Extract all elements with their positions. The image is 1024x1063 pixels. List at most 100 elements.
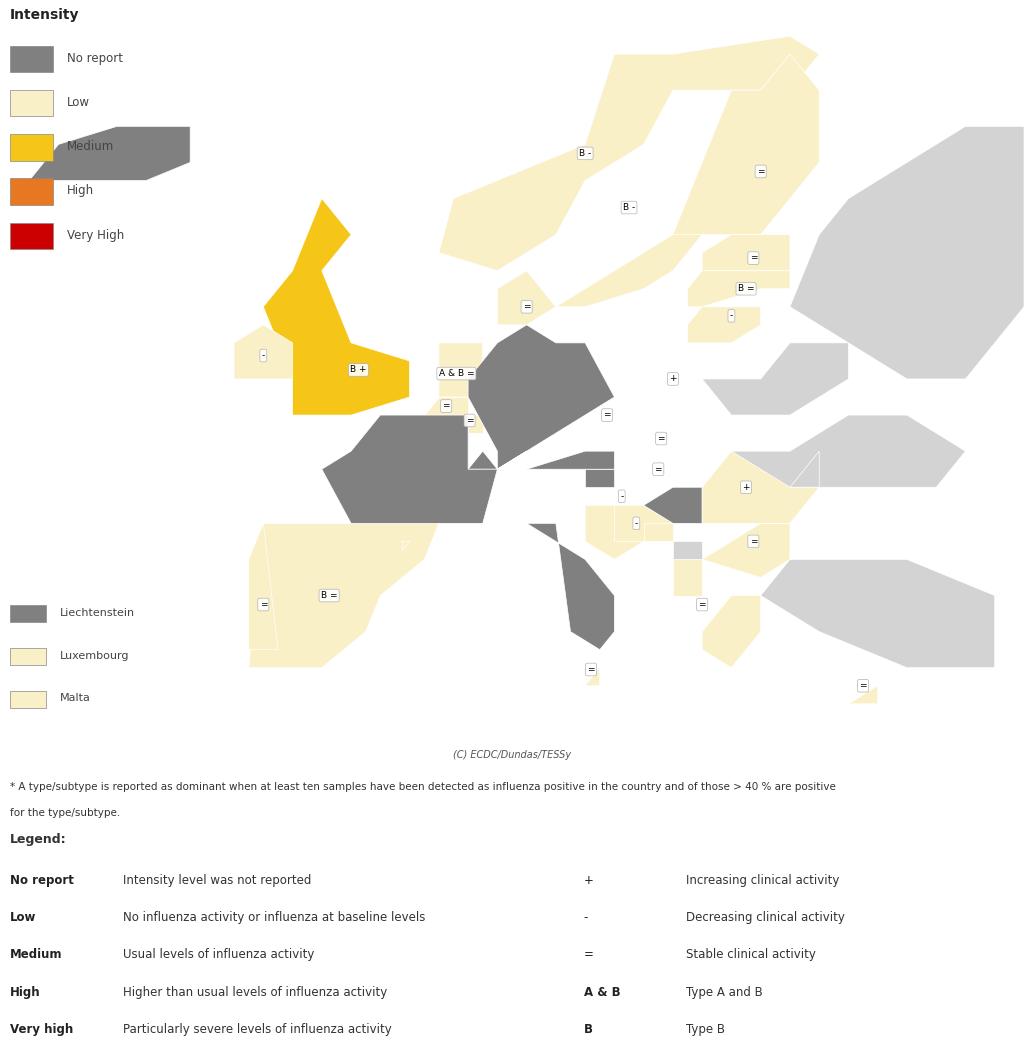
Polygon shape — [702, 415, 966, 487]
Text: A & B =: A & B = — [438, 369, 474, 378]
Text: =: = — [466, 416, 473, 425]
Polygon shape — [687, 271, 790, 307]
Polygon shape — [849, 686, 878, 704]
Text: High: High — [67, 184, 93, 198]
Polygon shape — [673, 541, 702, 559]
Text: Stable clinical activity: Stable clinical activity — [686, 948, 816, 961]
Text: Liechtenstein: Liechtenstein — [59, 608, 134, 618]
Polygon shape — [644, 487, 702, 523]
Text: B =: B = — [321, 591, 337, 600]
Text: +: + — [742, 483, 750, 492]
Polygon shape — [585, 505, 644, 559]
Polygon shape — [439, 343, 482, 396]
Polygon shape — [702, 595, 761, 668]
Polygon shape — [468, 325, 614, 469]
Polygon shape — [702, 235, 790, 271]
Polygon shape — [30, 126, 190, 181]
Polygon shape — [673, 54, 819, 235]
Polygon shape — [526, 451, 614, 469]
Text: =: = — [750, 254, 757, 263]
FancyBboxPatch shape — [10, 46, 53, 72]
Text: No report: No report — [67, 52, 123, 65]
FancyBboxPatch shape — [10, 691, 46, 708]
Text: =: = — [523, 302, 530, 311]
Text: Very High: Very High — [67, 229, 124, 241]
FancyBboxPatch shape — [10, 134, 53, 161]
Polygon shape — [234, 325, 293, 379]
Polygon shape — [790, 451, 819, 487]
Text: * A type/subtype is reported as dominant when at least ten samples have been det: * A type/subtype is reported as dominant… — [10, 781, 837, 792]
Text: =: = — [757, 167, 765, 176]
Polygon shape — [702, 451, 819, 523]
Text: =: = — [698, 600, 706, 609]
Text: -: - — [262, 351, 265, 360]
Polygon shape — [761, 559, 994, 668]
Text: Higher than usual levels of influenza activity: Higher than usual levels of influenza ac… — [123, 985, 387, 998]
Text: B =: B = — [738, 284, 755, 293]
Text: =: = — [654, 465, 663, 474]
Text: Type B: Type B — [686, 1023, 725, 1035]
Text: Usual levels of influenza activity: Usual levels of influenza activity — [123, 948, 314, 961]
Text: =: = — [442, 402, 450, 410]
Text: =: = — [587, 665, 595, 674]
Text: (C) ECDC/Dundas/TESSy: (C) ECDC/Dundas/TESSy — [453, 750, 571, 760]
Polygon shape — [424, 396, 468, 415]
Text: High: High — [10, 985, 41, 998]
Polygon shape — [498, 271, 556, 325]
Polygon shape — [468, 415, 482, 433]
Polygon shape — [673, 541, 702, 559]
Text: -: - — [584, 911, 588, 924]
Text: Low: Low — [10, 911, 37, 924]
Polygon shape — [249, 523, 439, 668]
Polygon shape — [644, 523, 673, 541]
Polygon shape — [542, 54, 790, 307]
Text: =: = — [603, 410, 611, 420]
Polygon shape — [585, 668, 600, 686]
Polygon shape — [263, 199, 410, 415]
Text: Medium: Medium — [67, 140, 114, 153]
Polygon shape — [482, 523, 614, 649]
Text: B -: B - — [623, 203, 635, 212]
FancyBboxPatch shape — [10, 648, 46, 665]
Text: =: = — [750, 537, 757, 546]
FancyBboxPatch shape — [10, 90, 53, 116]
Text: Increasing clinical activity: Increasing clinical activity — [686, 874, 840, 887]
Polygon shape — [322, 415, 498, 541]
Text: B -: B - — [579, 149, 591, 158]
Text: No influenza activity or influenza at baseline levels: No influenza activity or influenza at ba… — [123, 911, 425, 924]
Text: Very high: Very high — [10, 1023, 74, 1035]
Text: Medium: Medium — [10, 948, 62, 961]
Text: +: + — [669, 374, 677, 384]
Text: Luxembourg: Luxembourg — [59, 651, 129, 661]
Text: +: + — [584, 874, 594, 887]
Text: =: = — [259, 600, 267, 609]
Polygon shape — [687, 307, 761, 343]
Text: Malta: Malta — [59, 693, 90, 704]
Polygon shape — [585, 469, 614, 487]
Text: A & B: A & B — [584, 985, 621, 998]
Polygon shape — [702, 523, 790, 577]
Text: -: - — [730, 311, 733, 320]
Polygon shape — [249, 523, 278, 649]
Text: for the type/subtype.: for the type/subtype. — [10, 808, 121, 817]
Text: Intensity: Intensity — [10, 7, 80, 21]
Text: Legend:: Legend: — [10, 833, 67, 846]
Text: -: - — [635, 519, 638, 528]
Text: No report: No report — [10, 874, 74, 887]
Text: =: = — [584, 948, 594, 961]
Polygon shape — [439, 36, 819, 289]
Text: =: = — [859, 681, 867, 690]
FancyBboxPatch shape — [10, 179, 53, 205]
Text: Intensity level was not reported: Intensity level was not reported — [123, 874, 311, 887]
Text: Particularly severe levels of influenza activity: Particularly severe levels of influenza … — [123, 1023, 391, 1035]
Polygon shape — [702, 343, 849, 415]
Polygon shape — [468, 451, 526, 469]
Text: =: = — [657, 434, 665, 443]
Text: Low: Low — [67, 96, 89, 108]
Text: Type A and B: Type A and B — [686, 985, 763, 998]
Text: Decreasing clinical activity: Decreasing clinical activity — [686, 911, 845, 924]
Polygon shape — [673, 559, 702, 595]
Polygon shape — [790, 126, 1024, 379]
Text: B: B — [584, 1023, 593, 1035]
Text: -: - — [621, 492, 624, 501]
